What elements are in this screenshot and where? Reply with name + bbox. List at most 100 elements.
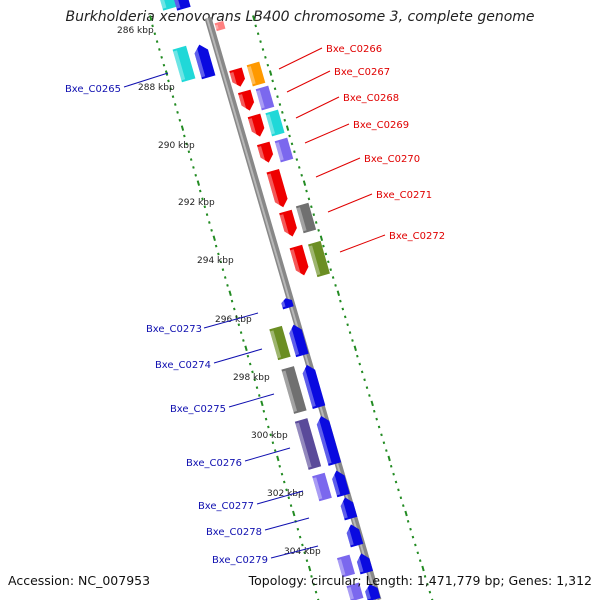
inner-tick <box>242 339 245 342</box>
feature-purple-gene-2-body <box>274 137 294 163</box>
feature-orange-gene <box>246 61 266 87</box>
feature-bxe-c0267-shine <box>238 94 247 111</box>
inner-tick <box>301 543 304 547</box>
outer-tick <box>264 55 267 59</box>
leader-line <box>315 157 361 178</box>
outer-tick <box>406 519 410 523</box>
inner-tick <box>280 472 284 476</box>
outer-tick <box>256 32 260 36</box>
feature-purple-gene-2-shine <box>275 142 284 161</box>
feature-bxe-c0270 <box>266 168 288 208</box>
outer-tick <box>356 354 359 358</box>
leader-line <box>278 47 323 70</box>
feature-blue-gene-d <box>345 524 364 548</box>
inner-tick <box>287 496 291 500</box>
feature-bxe-c0273-body <box>269 325 291 361</box>
inner-tick <box>298 535 302 539</box>
inner-tick <box>158 48 161 51</box>
feature-purple-gene-f-shine <box>347 587 354 600</box>
feature-pink-gene-body <box>214 20 226 32</box>
outer-tick <box>324 252 328 256</box>
kbp-label: 286 kbp <box>117 26 154 36</box>
inner-tick <box>269 433 272 437</box>
genome-summary: Topology: circular; Length: 1,471,779 bp… <box>248 573 592 588</box>
inner-tick <box>167 79 170 83</box>
feature-blue-gene-d-body <box>346 524 364 548</box>
feature-bxe-c0266 <box>229 67 245 87</box>
inner-tick <box>248 362 252 366</box>
feature-bxe-c0270-shine <box>267 173 280 208</box>
feature-blue-gene-f <box>364 584 381 600</box>
gene-labels: Bxe_C0266 Bxe_C0267 Bxe_C0268 Bxe_C0269 Bxe_… <box>65 44 445 566</box>
inner-tick <box>162 63 166 67</box>
feature-olive-gene <box>308 240 330 278</box>
inner-tick <box>149 15 153 21</box>
outer-tick <box>254 24 257 28</box>
feature-bxe-c0279-shine <box>312 477 323 500</box>
inner-tick <box>314 590 318 594</box>
feature-bxe-c0278-body <box>316 415 342 466</box>
inner-tick <box>246 354 250 358</box>
inner-tick <box>230 299 234 303</box>
outer-tick <box>310 205 313 209</box>
inner-tick <box>262 409 266 413</box>
feature-cyan-gene-top-body <box>159 0 177 11</box>
inner-tick <box>233 307 236 311</box>
feature-purple-gene-body <box>255 85 275 111</box>
gene-label-forward: Bxe_C0270 <box>364 154 420 165</box>
feature-cyan-gene-top <box>159 0 177 11</box>
feature-purple-gene-shine <box>256 90 265 109</box>
inner-tick <box>239 331 243 334</box>
outer-tick <box>273 87 277 91</box>
feature-blue-gene-partial-body <box>173 0 191 11</box>
feature-bxe-c0268-body <box>247 113 265 137</box>
outer-tick <box>418 559 422 563</box>
outer-tick <box>414 543 417 547</box>
outer-tick <box>276 95 279 99</box>
feature-bxe-c0272-body <box>289 244 309 276</box>
feature-gray-gene-shine <box>296 207 307 232</box>
inner-tick <box>171 95 175 99</box>
outer-tick <box>290 142 294 146</box>
leader-line <box>270 545 319 559</box>
kbp-label: 300 kbp <box>251 431 288 441</box>
feature-cyan-gene-body <box>265 109 285 137</box>
inner-tick <box>210 228 213 232</box>
feature-blue-gene-b-shine <box>330 473 341 496</box>
inner-tick <box>253 378 257 382</box>
feature-bxe-c0271-shine <box>279 214 290 237</box>
inner-tick <box>285 488 288 492</box>
outer-tick <box>404 510 408 517</box>
leader-line <box>256 490 304 505</box>
inner-tick <box>282 480 286 484</box>
outer-tick <box>283 118 287 122</box>
feature-purple-gene-f-body <box>346 582 364 600</box>
leader-line <box>339 234 386 253</box>
outer-tick <box>331 276 335 279</box>
gene-label-forward: Bxe_C0266 <box>326 44 382 55</box>
outer-tick <box>370 400 374 407</box>
outer-tick <box>372 409 376 413</box>
inner-tick <box>292 510 296 517</box>
feature-cyan-gene-top-shine <box>159 0 167 9</box>
inner-tick <box>153 32 157 36</box>
kbp-label: 288 kbp <box>138 83 175 93</box>
feature-bxe-c0274 <box>287 324 309 358</box>
feature-bxe-c0265-body <box>172 45 196 83</box>
outer-tick <box>300 173 303 177</box>
outer-tick <box>399 496 403 500</box>
feature-bxe-c0273-shine <box>269 330 282 359</box>
feature-bxe-c0275-body <box>281 366 307 414</box>
inner-tick <box>214 244 218 248</box>
feature-bxe-c0278 <box>315 415 342 466</box>
outer-tick <box>285 125 290 131</box>
inner-tick <box>196 180 201 186</box>
inner-tick <box>312 582 316 586</box>
leader-line <box>244 447 291 462</box>
feature-gray-gene-body <box>295 202 317 234</box>
feature-blue-gene-e-shine <box>355 556 364 573</box>
gene-label-reverse: Bxe_C0275 <box>170 404 226 415</box>
feature-pink-gene-shine <box>215 24 219 30</box>
outer-tick <box>377 425 381 429</box>
leader-line <box>327 193 373 213</box>
